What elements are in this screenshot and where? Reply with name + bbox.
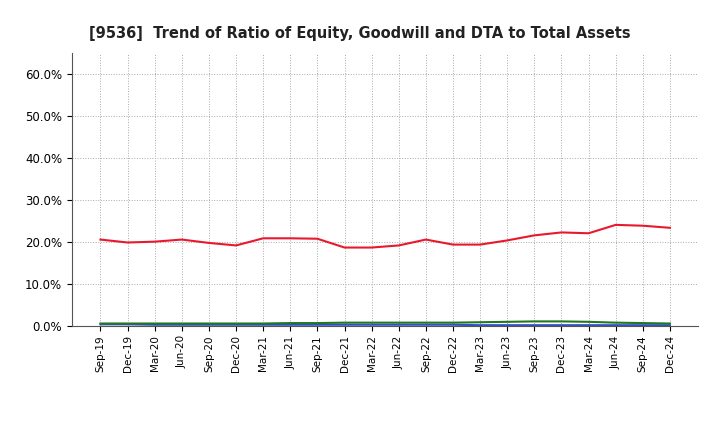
Deferred Tax Assets: [232, 321, 240, 326]
Goodwill: [367, 322, 376, 327]
Equity: [259, 236, 268, 241]
Equity: [313, 236, 322, 242]
Equity: [204, 240, 213, 246]
Equity: [421, 237, 430, 242]
Goodwill: [476, 323, 485, 328]
Goodwill: [313, 322, 322, 327]
Deferred Tax Assets: [178, 321, 186, 326]
Goodwill: [178, 322, 186, 327]
Goodwill: [611, 323, 620, 328]
Deferred Tax Assets: [476, 319, 485, 325]
Goodwill: [421, 322, 430, 327]
Equity: [611, 222, 620, 227]
Goodwill: [123, 322, 132, 327]
Equity: [232, 243, 240, 248]
Deferred Tax Assets: [611, 320, 620, 325]
Goodwill: [665, 323, 674, 328]
Deferred Tax Assets: [259, 321, 268, 326]
Equity: [557, 230, 566, 235]
Deferred Tax Assets: [421, 320, 430, 325]
Equity: [665, 225, 674, 231]
Line: Equity: Equity: [101, 225, 670, 248]
Goodwill: [341, 322, 349, 327]
Deferred Tax Assets: [557, 319, 566, 324]
Goodwill: [96, 322, 105, 327]
Equity: [96, 237, 105, 242]
Goodwill: [584, 323, 593, 328]
Deferred Tax Assets: [665, 321, 674, 326]
Goodwill: [449, 322, 457, 327]
Equity: [123, 240, 132, 245]
Equity: [286, 236, 294, 241]
Equity: [367, 245, 376, 250]
Line: Deferred Tax Assets: Deferred Tax Assets: [101, 321, 670, 323]
Equity: [449, 242, 457, 247]
Deferred Tax Assets: [123, 321, 132, 326]
Deferred Tax Assets: [367, 320, 376, 325]
Deferred Tax Assets: [449, 320, 457, 325]
Deferred Tax Assets: [204, 321, 213, 326]
Equity: [476, 242, 485, 247]
Deferred Tax Assets: [341, 320, 349, 325]
Equity: [395, 243, 403, 248]
Deferred Tax Assets: [530, 319, 539, 324]
Goodwill: [557, 323, 566, 328]
Goodwill: [503, 323, 511, 328]
Goodwill: [286, 322, 294, 327]
Equity: [639, 223, 647, 228]
Equity: [584, 231, 593, 236]
Deferred Tax Assets: [96, 321, 105, 326]
Goodwill: [204, 322, 213, 327]
Goodwill: [639, 323, 647, 328]
Text: [9536]  Trend of Ratio of Equity, Goodwill and DTA to Total Assets: [9536] Trend of Ratio of Equity, Goodwil…: [89, 26, 631, 41]
Line: Goodwill: Goodwill: [101, 324, 670, 325]
Goodwill: [150, 322, 159, 327]
Equity: [503, 238, 511, 243]
Equity: [341, 245, 349, 250]
Equity: [530, 233, 539, 238]
Goodwill: [530, 323, 539, 328]
Deferred Tax Assets: [313, 320, 322, 326]
Goodwill: [259, 322, 268, 327]
Deferred Tax Assets: [584, 319, 593, 324]
Deferred Tax Assets: [395, 320, 403, 325]
Goodwill: [232, 322, 240, 327]
Deferred Tax Assets: [286, 320, 294, 326]
Equity: [178, 237, 186, 242]
Deferred Tax Assets: [639, 320, 647, 326]
Deferred Tax Assets: [150, 321, 159, 326]
Deferred Tax Assets: [503, 319, 511, 324]
Goodwill: [395, 322, 403, 327]
Equity: [150, 239, 159, 244]
